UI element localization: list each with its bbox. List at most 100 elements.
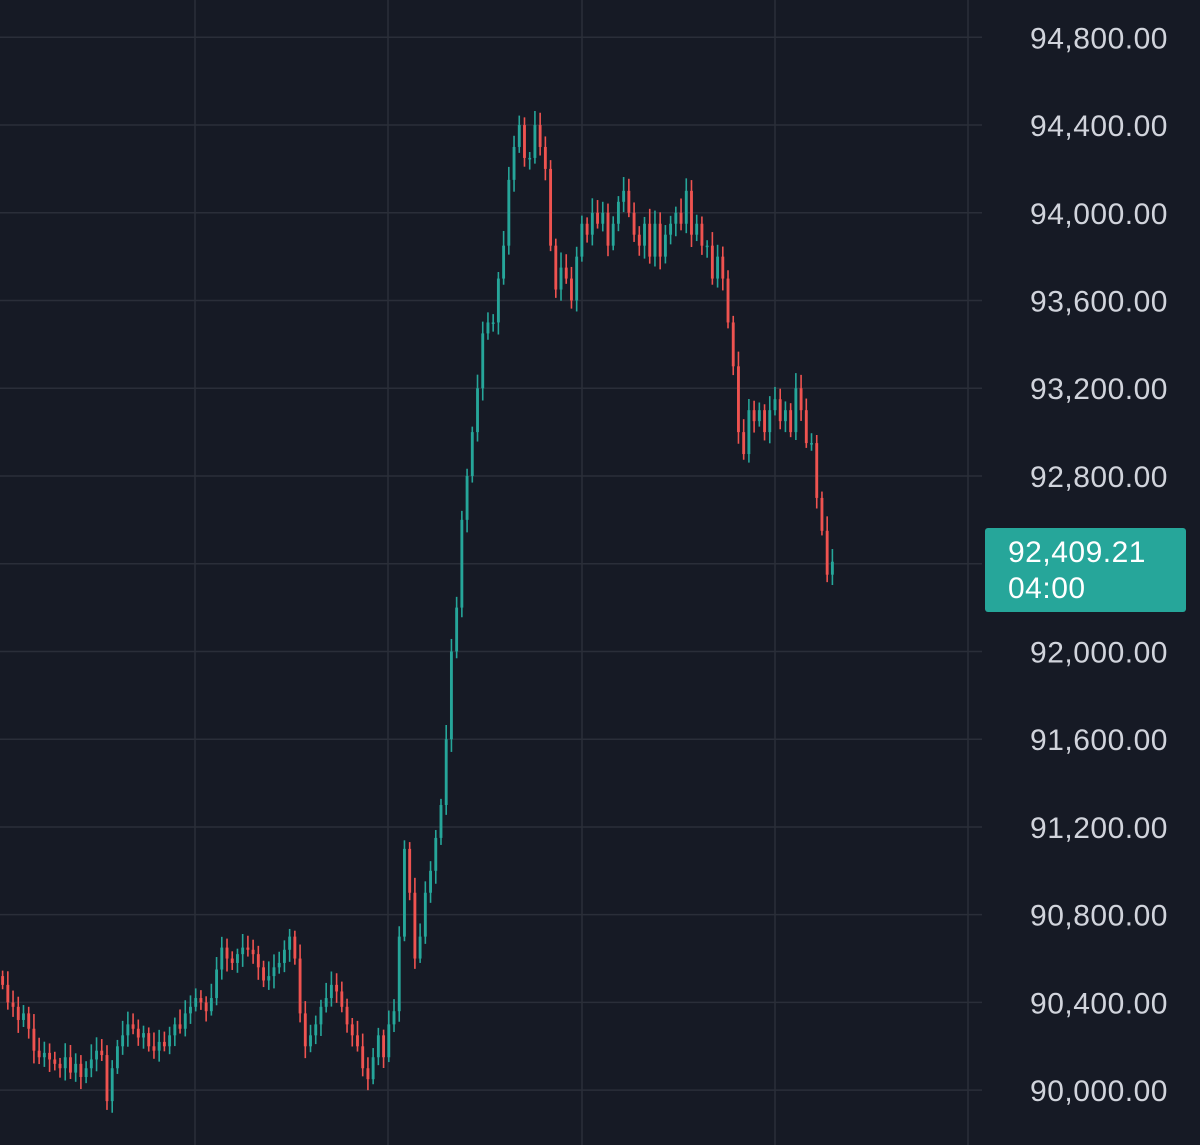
- candle[interactable]: [324, 982, 328, 1013]
- candle[interactable]: [74, 1053, 78, 1082]
- candle[interactable]: [601, 201, 605, 232]
- candle[interactable]: [58, 1057, 62, 1078]
- candle[interactable]: [789, 403, 793, 438]
- candle[interactable]: [267, 961, 271, 990]
- candle[interactable]: [778, 388, 782, 430]
- candle[interactable]: [596, 200, 599, 229]
- candle[interactable]: [658, 212, 662, 270]
- candle[interactable]: [303, 1001, 307, 1059]
- candle[interactable]: [737, 351, 740, 444]
- candle[interactable]: [648, 208, 652, 264]
- candle[interactable]: [183, 1000, 187, 1037]
- candle[interactable]: [142, 1025, 145, 1049]
- candle[interactable]: [549, 160, 553, 252]
- candle[interactable]: [444, 724, 448, 815]
- candle[interactable]: [429, 861, 432, 903]
- candle[interactable]: [476, 374, 479, 442]
- candle[interactable]: [329, 971, 333, 1007]
- candle[interactable]: [241, 933, 245, 967]
- candle[interactable]: [470, 426, 474, 483]
- candle[interactable]: [674, 206, 678, 237]
- candle[interactable]: [397, 926, 401, 1022]
- candle[interactable]: [690, 180, 693, 247]
- candle[interactable]: [168, 1026, 172, 1055]
- candle[interactable]: [528, 152, 532, 170]
- candle[interactable]: [350, 1017, 354, 1047]
- candle[interactable]: [335, 973, 339, 1003]
- candle[interactable]: [810, 433, 813, 451]
- candle[interactable]: [48, 1043, 52, 1072]
- candle[interactable]: [282, 940, 286, 973]
- candle[interactable]: [570, 266, 573, 309]
- candle[interactable]: [173, 1017, 177, 1047]
- candle[interactable]: [622, 177, 626, 213]
- candle[interactable]: [538, 112, 542, 156]
- candle[interactable]: [804, 398, 808, 448]
- candle[interactable]: [747, 398, 751, 463]
- candle[interactable]: [147, 1027, 151, 1052]
- candle[interactable]: [309, 1024, 312, 1053]
- candle[interactable]: [465, 468, 469, 533]
- candle[interactable]: [230, 951, 234, 970]
- candle[interactable]: [376, 1027, 380, 1066]
- candle[interactable]: [32, 1014, 36, 1064]
- candle[interactable]: [684, 178, 688, 234]
- candle[interactable]: [606, 203, 610, 257]
- candle[interactable]: [632, 202, 636, 242]
- candle[interactable]: [523, 117, 526, 167]
- candle[interactable]: [110, 1060, 114, 1113]
- candle[interactable]: [449, 638, 453, 752]
- candle[interactable]: [262, 960, 265, 988]
- candle[interactable]: [825, 516, 829, 583]
- candle[interactable]: [6, 971, 10, 1010]
- candle[interactable]: [455, 596, 459, 659]
- candle[interactable]: [288, 928, 292, 962]
- candle[interactable]: [794, 373, 798, 441]
- candle[interactable]: [152, 1032, 156, 1059]
- candle[interactable]: [27, 1006, 31, 1039]
- candle[interactable]: [705, 240, 709, 258]
- candle[interactable]: [199, 990, 203, 1010]
- candle[interactable]: [408, 842, 412, 901]
- candle[interactable]: [42, 1041, 46, 1067]
- candle[interactable]: [345, 998, 349, 1033]
- candle[interactable]: [11, 990, 15, 1017]
- candle[interactable]: [486, 312, 490, 340]
- candle[interactable]: [361, 1033, 365, 1077]
- candle[interactable]: [340, 981, 344, 1013]
- candle[interactable]: [403, 840, 406, 942]
- candle[interactable]: [731, 315, 735, 376]
- candle[interactable]: [695, 214, 699, 242]
- candle[interactable]: [178, 1009, 182, 1034]
- candle[interactable]: [382, 1029, 386, 1069]
- candle[interactable]: [637, 226, 641, 256]
- candle[interactable]: [136, 1019, 140, 1046]
- candle[interactable]: [820, 491, 824, 536]
- candle[interactable]: [757, 402, 761, 427]
- candle[interactable]: [773, 386, 777, 416]
- candle[interactable]: [371, 1048, 375, 1085]
- candle[interactable]: [763, 404, 766, 441]
- candle[interactable]: [53, 1051, 57, 1071]
- candle[interactable]: [726, 270, 730, 329]
- candle[interactable]: [663, 225, 667, 264]
- candle[interactable]: [121, 1020, 125, 1055]
- candle[interactable]: [423, 881, 427, 944]
- candle[interactable]: [564, 254, 568, 284]
- price-axis[interactable]: 94,800.00 94,400.00 94,000.00 93,600.00 93,2…: [1030, 22, 1168, 1108]
- candle[interactable]: [251, 939, 255, 964]
- candle[interactable]: [314, 1015, 318, 1045]
- candle[interactable]: [215, 957, 219, 1006]
- candle[interactable]: [768, 396, 772, 444]
- candle[interactable]: [392, 999, 396, 1033]
- candle[interactable]: [69, 1044, 72, 1079]
- candle[interactable]: [460, 510, 464, 618]
- candle[interactable]: [157, 1029, 161, 1062]
- candle[interactable]: [752, 400, 756, 433]
- candle[interactable]: [611, 216, 615, 251]
- candle[interactable]: [162, 1031, 166, 1052]
- candle[interactable]: [89, 1044, 93, 1078]
- candle[interactable]: [204, 996, 208, 1022]
- candle[interactable]: [580, 215, 584, 262]
- candle[interactable]: [653, 210, 657, 267]
